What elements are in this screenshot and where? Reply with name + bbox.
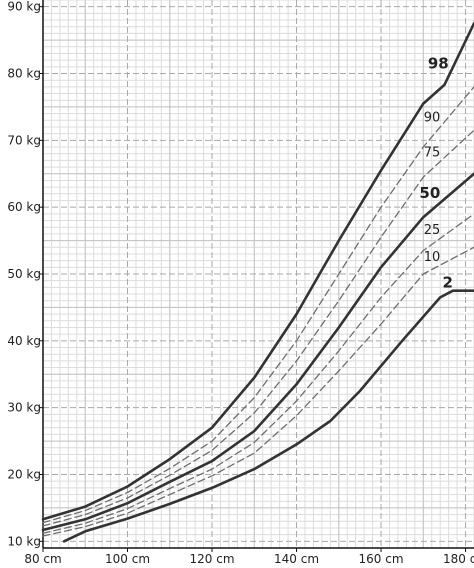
series-line-p2 xyxy=(62,289,474,543)
series-line-p25 xyxy=(42,213,474,534)
series-lines xyxy=(41,22,474,543)
y-tick-label: 60 kg xyxy=(7,200,41,214)
y-tick-label: 50 kg xyxy=(7,267,41,281)
y-tick-label: 70 kg xyxy=(7,133,41,147)
x-tick-label: 80 cm xyxy=(24,552,61,566)
percentile-label-p98: 98 xyxy=(428,55,449,73)
series-line-p90 xyxy=(42,86,474,524)
x-tick-label: 100 cm xyxy=(105,552,150,566)
series-line-p50 xyxy=(41,172,474,532)
percentile-label-p25: 25 xyxy=(424,223,441,238)
axes xyxy=(39,0,474,552)
percentile-label-p50: 50 xyxy=(419,184,440,202)
percentile-label-p2: 2 xyxy=(443,274,453,292)
y-tick-label: 30 kg xyxy=(7,401,41,415)
series-line-p10 xyxy=(42,246,474,537)
y-tick-label: 40 kg xyxy=(7,334,41,348)
percentile-label-p90: 90 xyxy=(424,110,441,125)
tick-labels: 10 kg 20 kg 30 kg 40 kg 50 kg 60 kg 70 kg 80 kg… xyxy=(7,0,474,566)
percentile-labels: 98 90 75 50 25 102 xyxy=(419,55,453,292)
y-tick-label: 20 kg xyxy=(7,467,41,481)
percentile-label-p75: 75 xyxy=(424,146,441,161)
y-tick-label: 10 kg xyxy=(7,534,41,548)
percentile-label-p10: 10 xyxy=(424,250,441,265)
x-tick-label: 120 cm xyxy=(190,552,235,566)
x-tick-label: 160 cm xyxy=(359,552,404,566)
series-line-p98 xyxy=(41,22,474,521)
series-line-p75 xyxy=(42,129,474,527)
x-tick-label: 180 cm xyxy=(443,552,474,566)
y-tick-label: 90 kg xyxy=(7,0,41,14)
y-tick-label: 80 kg xyxy=(7,67,41,81)
x-tick-label: 140 cm xyxy=(274,552,319,566)
